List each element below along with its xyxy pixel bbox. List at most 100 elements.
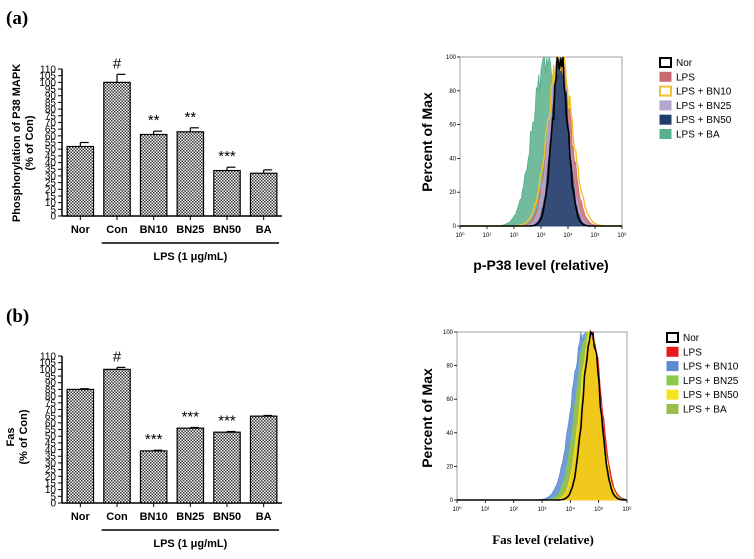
y-tick-label: 110: [40, 352, 56, 363]
x-tick-label: 10⁰: [452, 506, 462, 513]
bar: [213, 431, 241, 504]
legend-swatch: [659, 85, 672, 97]
y-tick-label: 50: [45, 145, 57, 156]
y-tick-label: 65: [45, 125, 57, 136]
y-tick-label: 95: [45, 372, 57, 383]
legend-swatch: [659, 129, 672, 139]
y-tick-label: 35: [45, 452, 57, 463]
y-tick-label: 60: [45, 418, 57, 429]
bar: [213, 169, 241, 217]
significance-mark: ***: [182, 408, 200, 425]
panel-a-label: (a): [6, 8, 28, 29]
y-tick-label: 60: [45, 131, 57, 142]
legend-swatch: [659, 114, 672, 125]
significance-mark: ***: [145, 431, 163, 448]
significance-mark: ***: [218, 413, 236, 430]
y-tick-label: 85: [45, 98, 57, 109]
legend-label: Nor: [676, 58, 693, 69]
y-tick-label: 0: [450, 498, 454, 504]
bar: [139, 133, 168, 217]
y-tick-label: 55: [45, 425, 57, 436]
legend-label: LPS + BN10: [676, 87, 732, 98]
y-tick-label: 65: [45, 412, 57, 423]
legend-label: LPS + BN50: [676, 115, 732, 126]
histogram-b: 0 20 40 60 80 100 10⁰ 10¹ 10² 10³ 10⁴ 10⁵ 10⁶ Nor LPS L…: [443, 329, 739, 513]
y-tick-label: 60: [446, 397, 453, 403]
lps-group-label: LPS (1 μg/mL): [153, 538, 227, 550]
y-tick-label: 5: [50, 492, 56, 503]
y-tick-label: 105: [39, 358, 56, 369]
y-tick-label: 15: [45, 191, 57, 202]
y-tick-label: 10: [45, 198, 57, 209]
legend-label: LPS + BA: [676, 130, 720, 141]
hist-b-ylabel: Percent of Max: [419, 368, 435, 468]
y-tick-label: 40: [45, 445, 57, 456]
y-tick-label: 20: [449, 190, 456, 196]
bar: [176, 131, 205, 217]
y-tick-label: 55: [45, 138, 57, 149]
y-tick-label: 40: [45, 158, 57, 169]
x-tick-label: 10⁴: [563, 232, 573, 239]
bar-b-ylabel-line1: Fas: [5, 428, 17, 447]
bar: [66, 145, 95, 217]
bar: [103, 81, 131, 217]
x-tick-label: 10¹: [481, 507, 490, 513]
y-tick-label: 100: [446, 55, 457, 61]
legend-swatch: [659, 71, 672, 82]
y-tick-label: 110: [40, 65, 56, 76]
y-tick-label: 0: [453, 224, 457, 230]
legend-swatch: [659, 100, 672, 111]
legend-label: Nor: [683, 333, 700, 344]
y-tick-label: 100: [39, 365, 56, 376]
significance-mark: #: [113, 348, 122, 365]
legend-label: LPS + BN10: [683, 362, 739, 373]
bar-a-ylabel-line1: Phosphorylation of P38 MAPK: [11, 64, 23, 222]
x-tick-label: 10⁴: [566, 506, 576, 513]
y-tick-label: 30: [45, 171, 57, 182]
category-label: Nor: [71, 224, 91, 236]
hist-a-xlabel: p-P38 level (relative): [473, 257, 608, 273]
y-tick-label: 20: [446, 464, 453, 470]
significance-mark: **: [184, 109, 196, 126]
legend-label: LPS + BN50: [683, 390, 739, 401]
x-tick-label: 10¹: [483, 233, 492, 239]
legend-label: LPS + BN25: [676, 101, 732, 112]
category-label: BA: [256, 511, 272, 523]
x-tick-label: 10⁶: [617, 232, 627, 239]
legend-label: LPS + BA: [683, 405, 727, 416]
histogram-a: 0 20 40 60 80 100 10⁰ 10¹ 10² 10³ 10⁴ 10⁵ 10⁶ Nor LPS L…: [446, 55, 732, 239]
y-tick-label: 45: [45, 438, 57, 449]
y-tick-label: 35: [45, 165, 57, 176]
bar-b-ylabel-line2: (% of Con): [18, 409, 30, 464]
y-tick-label: 75: [45, 398, 57, 409]
x-tick-label: 10⁵: [590, 232, 600, 239]
y-tick-label: 80: [446, 364, 453, 370]
legend-label: LPS: [676, 72, 695, 83]
x-tick-label: 10³: [538, 507, 547, 513]
y-tick-label: 100: [443, 330, 454, 336]
x-tick-label: 10²: [509, 507, 518, 513]
category-label: BN50: [213, 511, 241, 523]
legend-label: LPS: [683, 347, 702, 358]
x-tick-label: 10³: [537, 233, 546, 239]
hist-b-xlabel: Fas level (relative): [492, 532, 594, 547]
category-label: Con: [106, 511, 128, 523]
y-tick-label: 70: [45, 405, 57, 416]
bar: [103, 368, 131, 504]
bar-chart-b: 0510152025303540455055606570758085909510…: [39, 348, 282, 550]
bar-b-ylabel: Fas (% of Con): [5, 409, 30, 464]
y-tick-label: 70: [45, 118, 57, 129]
bar: [176, 427, 205, 504]
y-tick-label: 80: [45, 392, 57, 403]
legend-swatch: [666, 404, 679, 414]
y-tick-label: 85: [45, 385, 57, 396]
bar: [66, 388, 95, 504]
y-tick-label: 90: [45, 91, 57, 102]
y-tick-label: 50: [45, 432, 57, 443]
y-tick-label: 5: [50, 205, 56, 216]
category-label: BN10: [140, 224, 168, 236]
y-tick-label: 40: [446, 431, 453, 437]
y-tick-label: 105: [39, 71, 56, 82]
y-tick-label: 10: [45, 485, 57, 496]
y-tick-label: 100: [39, 78, 56, 89]
